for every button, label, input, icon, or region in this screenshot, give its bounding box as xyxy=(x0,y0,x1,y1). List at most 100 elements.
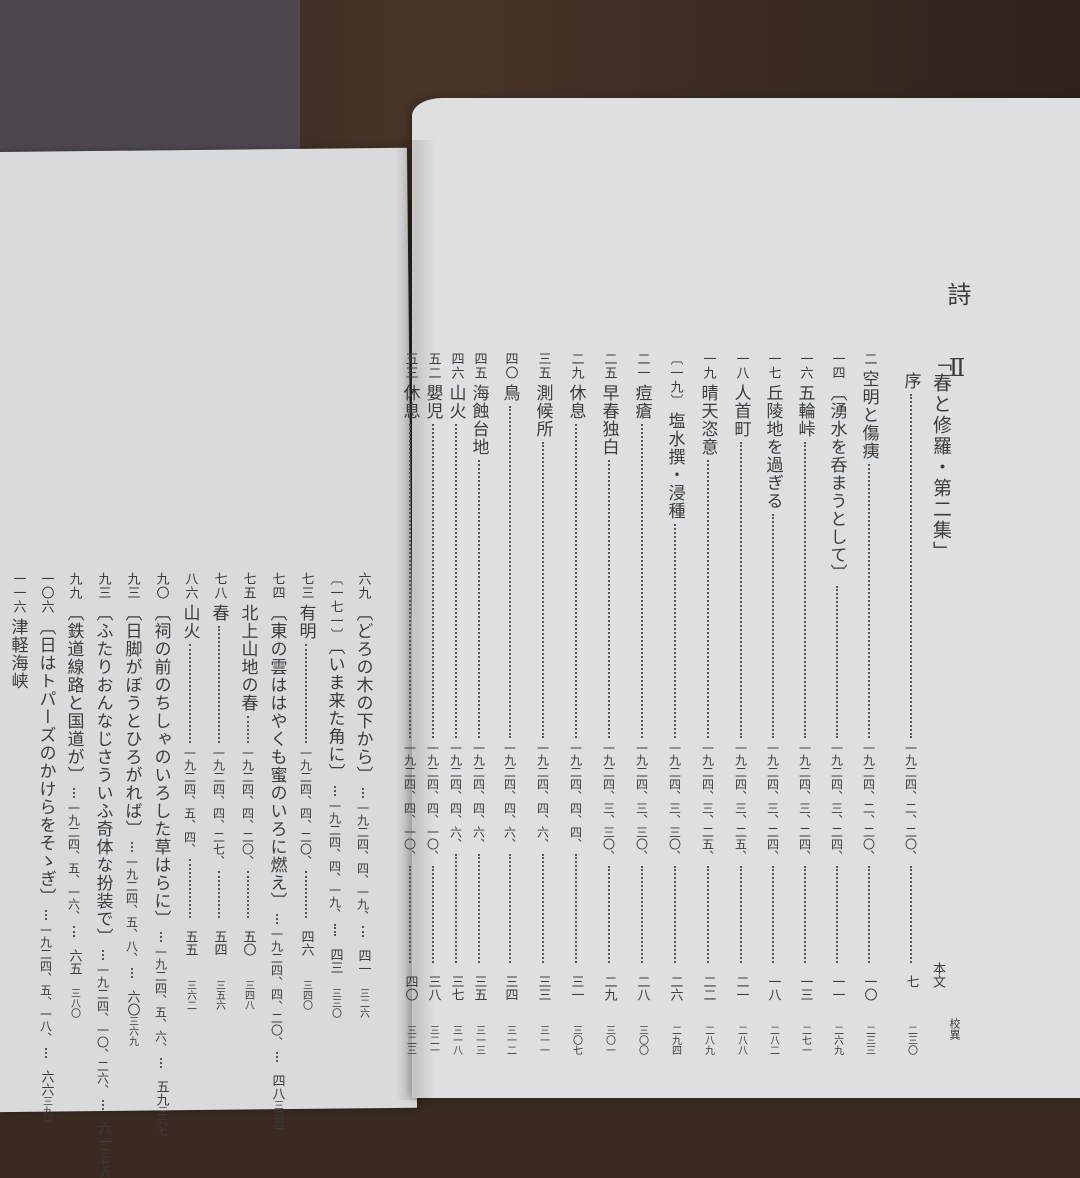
entry-number: 三五 xyxy=(535,352,551,380)
entry-title-block: 九九〔鉄道線路と国道が〕 xyxy=(62,572,87,784)
entry-number: 八六 xyxy=(182,572,198,600)
leader-dots xyxy=(362,926,364,937)
page-number-koui: 三一八 xyxy=(450,1025,462,1055)
entry-title: 休息 xyxy=(565,384,586,420)
page-number-koui: 三三〇 xyxy=(329,987,341,1018)
entry-number: 二九 xyxy=(568,352,584,380)
date-block: 一九二四、三、三〇、 xyxy=(667,742,684,967)
page-number-koui: 二九四 xyxy=(669,1025,681,1055)
page-number-honbun: 四八 xyxy=(269,1074,285,1100)
entry-title-block: 四五海蝕台地 xyxy=(467,352,492,456)
entry-number: 〔一九〕 xyxy=(667,352,683,408)
page-number-koui: 三二一 xyxy=(427,1025,439,1055)
leader-dots xyxy=(218,871,220,918)
section-title: 詩 Ⅱ xyxy=(943,282,971,392)
toc-entry: 一四〔湧水を呑まうとして〕 一九二四、三、二四、 一一 二六九 xyxy=(826,352,848,1065)
entry-number: 七八 xyxy=(211,572,227,600)
date-block: 一九二四、五、一六、 xyxy=(66,802,83,941)
leader-dots xyxy=(189,644,191,743)
leader-dots xyxy=(45,910,47,920)
right-book-page xyxy=(412,98,1080,1098)
date-block: 一九二四、三、二四、 xyxy=(829,742,846,967)
entry-title-block: 七四〔東の雲ははやくも蜜のいろに燃え〕 xyxy=(265,572,290,910)
toc-entry: 二九休息 一九二四、四、四、 三一 三〇七 xyxy=(565,352,587,1065)
entry-number: 一六 xyxy=(797,352,813,380)
entry-date: 一九二四、四、一九、 xyxy=(355,802,370,922)
entry-title: 塩水撰・浸種 xyxy=(664,412,685,520)
entry-date: 一九二四、四、二七、 xyxy=(211,747,226,867)
page-number-koui: 三八〇 xyxy=(68,988,80,1019)
entry-number: 二五 xyxy=(601,352,617,380)
entry-date: 一九二四、三、二五、 xyxy=(700,742,715,862)
toc-entry: 四〇鳥 一九二四、四、六、 三四 三一二 xyxy=(499,352,521,1065)
page-number-honbun: 四六 xyxy=(298,930,314,956)
entry-title: 鳥 xyxy=(499,384,520,402)
entry-number: 六九 xyxy=(355,572,371,600)
toc-entry: 一六五輪峠 一九二四、三、二四、 一三 二七一 xyxy=(794,352,816,1065)
entry-date: 一九二四、五、一六、 xyxy=(66,802,81,922)
entry-title-block: 一〇六〔日はトパーズのかけらをそゝぎ〕 xyxy=(34,572,59,906)
date-block: 一九二四、四、一〇、 xyxy=(425,742,442,967)
entry-number: 四五 xyxy=(471,352,487,380)
page-number-honbun: 三八 xyxy=(425,975,441,1001)
page-number-koui: 三四〇 xyxy=(300,980,312,1010)
toc-entry: 一八人首町 一九二四、三、二五、 二一 二八八 xyxy=(730,352,752,1065)
leader-dots xyxy=(608,866,610,963)
entry-title-block: 一四〔湧水を呑まうとして〕 xyxy=(825,352,850,582)
leader-dots xyxy=(160,1058,162,1068)
page-number-koui: 三七六 xyxy=(97,1148,109,1178)
leader-dots xyxy=(409,424,411,738)
page-number-honbun: 五四 xyxy=(211,930,227,956)
page-number-honbun: 四〇 xyxy=(402,975,418,1001)
leader-dots xyxy=(772,514,774,738)
entry-title-block: 二一痘瘡 xyxy=(630,352,655,420)
entry-number: 一八 xyxy=(733,352,749,380)
leader-dots xyxy=(478,854,480,963)
entry-title-block: 一六五輪峠 xyxy=(793,352,818,438)
leader-dots xyxy=(674,866,676,963)
leader-dots xyxy=(131,842,133,852)
entry-title: 丘陵地を過ぎる xyxy=(762,384,783,510)
date-block: 一九二四、三、二五、 xyxy=(733,742,750,967)
leader-dots xyxy=(409,866,411,963)
entry-title: 痘瘡 xyxy=(631,384,652,420)
entry-title: 人首町 xyxy=(730,384,751,438)
entry-title: 測候所 xyxy=(532,384,553,438)
entry-title-block: 一一六津軽海峡 xyxy=(6,572,31,690)
page-number-honbun: 七 xyxy=(903,975,919,988)
entry-title: 晴天恣意 xyxy=(697,384,718,456)
toc-entry: 一〇六〔日はトパーズのかけらをそゝぎ〕 一九二四、五、一八、 六六 三九一 xyxy=(34,572,59,1126)
page-number-honbun: 六〇 xyxy=(124,990,140,1016)
page-number-koui: 三四八 xyxy=(242,980,254,1010)
entry-date: 一九二四、五、四、 xyxy=(182,747,197,855)
leader-dots xyxy=(836,586,838,738)
toc-entry: 五三休息 一九二四、四、一〇、 四〇 三二三 xyxy=(399,352,421,1065)
page-number-honbun: 五五 xyxy=(182,930,198,956)
date-block: 一九二四、二、二〇、 xyxy=(903,742,920,967)
entry-date: 一九二四、三、二四、 xyxy=(829,742,844,862)
page-number-koui: 三二三 xyxy=(404,1025,416,1055)
entry-title-block: 九〇〔祠の前のちしゃのいろした草はらに〕 xyxy=(149,572,174,928)
entry-date: 一九二四、三、二四、 xyxy=(797,742,812,862)
entry-title-block: 七八春 xyxy=(207,572,232,622)
column-label-koui: 校異 xyxy=(948,1018,961,1040)
entry-title-block: 二五早春独白 xyxy=(597,352,622,456)
page-number-honbun: 三三 xyxy=(535,975,551,1001)
entry-number: 四六 xyxy=(448,352,464,380)
leader-dots xyxy=(218,626,220,743)
leader-dots xyxy=(868,464,870,738)
leader-dots xyxy=(455,854,457,963)
entry-number: 〔一七一〕 xyxy=(327,572,343,642)
leader-dots xyxy=(247,716,249,743)
page-number-koui: 三六九 xyxy=(126,1016,138,1046)
entry-date: 一九二四、四、四、 xyxy=(568,742,583,850)
entry-number: 九三 xyxy=(95,572,111,600)
entry-number: 九九 xyxy=(66,572,82,600)
entry-title: 北上山地の春 xyxy=(237,604,258,712)
entry-number: 二一 xyxy=(634,352,650,380)
entry-title: 〔どろの木の下から〕 xyxy=(352,604,373,784)
entry-date: 一九二四、四、一〇、 xyxy=(425,742,440,862)
date-block: 一九二四、四、六、 xyxy=(535,742,552,967)
page-number-koui: 三〇〇 xyxy=(636,1025,648,1055)
leader-dots xyxy=(509,406,511,738)
